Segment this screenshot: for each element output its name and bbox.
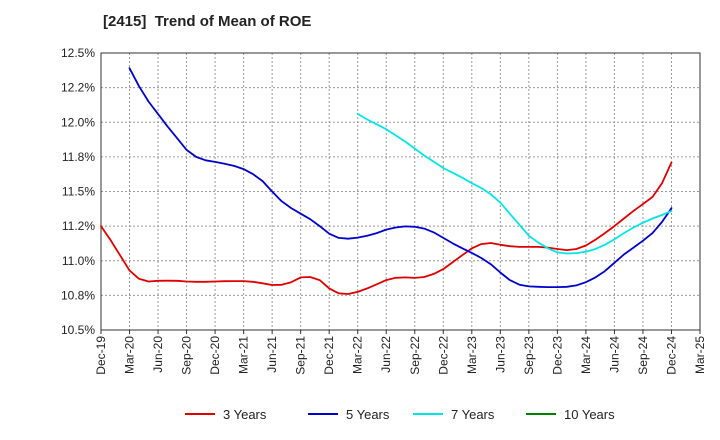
- x-tick-label: Sep-23: [522, 336, 536, 375]
- legend-label: 7 Years: [451, 407, 495, 422]
- x-tick-label: Mar-24: [579, 336, 593, 374]
- x-tick-label: Dec-20: [208, 336, 222, 375]
- plot-frame: [100, 52, 701, 331]
- x-tick-label: Jun-22: [379, 336, 393, 373]
- x-tick-label: Jun-24: [607, 336, 621, 373]
- legend: 3 Years 5 Years 7 Years 10 Years: [185, 407, 615, 422]
- x-tick-label: Sep-20: [180, 336, 194, 375]
- x-tick-label: Jun-21: [265, 336, 279, 373]
- x-tick-label: Dec-19: [94, 336, 108, 375]
- y-tick-label: 10.5%: [61, 323, 95, 337]
- x-tick-label: Jun-23: [493, 336, 507, 373]
- axes: [100, 52, 701, 334]
- x-tick-label: Mar-20: [123, 336, 137, 374]
- y-tick-label: 11.8%: [62, 150, 95, 164]
- legend-label: 10 Years: [564, 407, 615, 422]
- legend-label: 5 Years: [346, 407, 390, 422]
- x-tick-label: Mar-21: [237, 336, 251, 374]
- x-tick-label: Sep-22: [408, 336, 422, 375]
- y-tick-label: 10.8%: [61, 288, 95, 302]
- x-tick-label: Dec-23: [550, 336, 564, 375]
- x-tick-label: Sep-21: [294, 336, 308, 375]
- x-tick-label: Mar-25: [693, 336, 707, 374]
- series-lines: [100, 67, 673, 295]
- x-tick-label: Dec-21: [322, 336, 336, 375]
- x-tick-label: Dec-22: [436, 336, 450, 375]
- series-line-7-years: [356, 113, 673, 255]
- x-tick-label: Mar-22: [351, 336, 365, 374]
- x-tick-label: Sep-24: [636, 336, 650, 375]
- y-tick-label: 11.5%: [62, 185, 95, 199]
- legend-label: 3 Years: [223, 407, 267, 422]
- y-tick-label: 12.0%: [61, 115, 95, 129]
- x-tick-label: Jun-20: [151, 336, 165, 373]
- chart-title: [2415] Trend of Mean of ROE: [103, 13, 312, 30]
- y-tick-label: 12.2%: [61, 81, 95, 95]
- x-tick-label: Dec-24: [664, 336, 678, 375]
- y-tick-label: 11.0%: [62, 254, 95, 268]
- series-line-5-years: [128, 67, 673, 289]
- y-axis-tick-labels: 10.5% 10.8% 11.0% 11.2% 11.5% 11.8% 12.0% 12.2%…: [61, 46, 95, 337]
- series-line-3-years: [100, 161, 673, 295]
- gridlines: [100, 52, 701, 331]
- x-tick-label: Mar-23: [465, 336, 479, 374]
- y-tick-label: 12.5%: [61, 46, 95, 60]
- y-tick-label: 11.2%: [62, 219, 95, 233]
- x-axis-tick-labels: Dec-19 Mar-20 Jun-20 Sep-20 Dec-20 Mar-21 Jun-…: [94, 336, 707, 375]
